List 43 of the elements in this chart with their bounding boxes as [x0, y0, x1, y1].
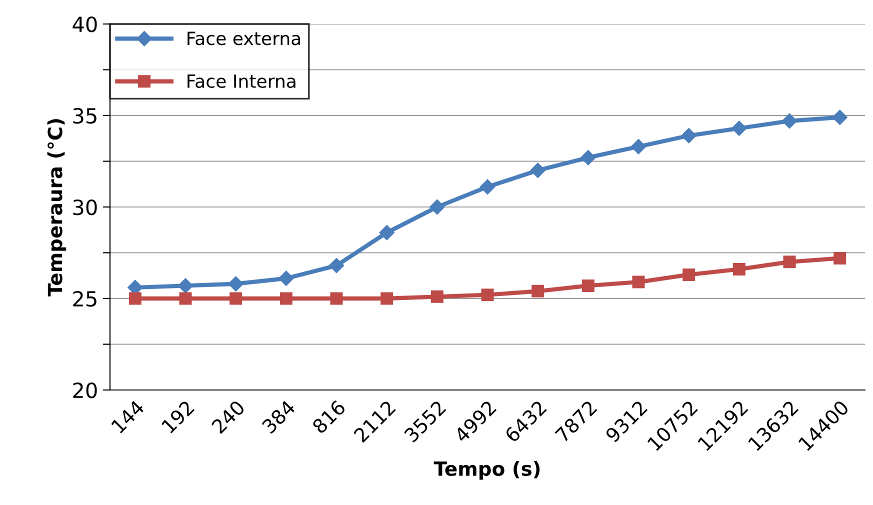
point: [230, 292, 242, 305]
point: [328, 258, 344, 274]
x-tick-label: 240: [210, 399, 246, 434]
y-tick-label: 25: [73, 290, 96, 307]
point: [228, 276, 244, 292]
point: [783, 256, 796, 268]
point: [179, 292, 192, 305]
point: [681, 128, 696, 144]
point: [379, 225, 394, 240]
y-tick-label: 40: [72, 16, 97, 32]
y-axis-title: Temperaura (°C): [47, 119, 66, 296]
point: [178, 278, 194, 294]
point: [530, 162, 546, 178]
point: [630, 139, 646, 154]
x-tick-label: 192: [161, 400, 195, 434]
point: [532, 284, 544, 298]
point: [430, 290, 444, 303]
y-tick-label: 20: [73, 382, 97, 398]
point: [782, 113, 798, 129]
point: [128, 292, 142, 305]
x-axis-title: Tempo (s): [434, 460, 540, 480]
point: [278, 270, 294, 286]
x-tick-label: 144: [110, 400, 145, 434]
point: [732, 262, 746, 276]
y-tick-label: 30: [73, 199, 97, 216]
point: [330, 292, 343, 305]
legend-label: Face externa: [188, 32, 300, 46]
point: [580, 150, 596, 166]
x-tick-label: 816: [311, 399, 346, 434]
point: [480, 179, 496, 194]
x-tick-label: 384: [261, 399, 296, 434]
point: [582, 279, 594, 292]
point: [481, 288, 494, 302]
point: [682, 268, 696, 281]
point: [732, 120, 747, 136]
point: [834, 252, 846, 264]
point: [380, 292, 394, 305]
point: [832, 110, 848, 125]
point: [430, 199, 445, 215]
point: [280, 292, 292, 305]
y-tick-label: 35: [73, 108, 96, 124]
legend-label: Face Interna: [188, 74, 296, 88]
point: [632, 276, 645, 288]
